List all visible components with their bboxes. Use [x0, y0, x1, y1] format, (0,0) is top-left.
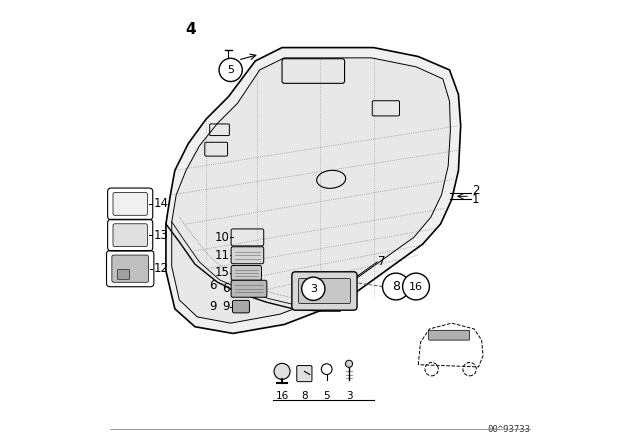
Text: 8: 8	[392, 280, 400, 293]
Circle shape	[274, 363, 290, 379]
FancyBboxPatch shape	[231, 280, 267, 297]
Circle shape	[301, 277, 325, 300]
Circle shape	[383, 273, 410, 300]
Text: 5: 5	[323, 391, 330, 401]
Text: 3: 3	[346, 391, 353, 401]
Text: 2: 2	[472, 184, 479, 197]
Text: 16: 16	[275, 391, 289, 401]
Text: 7: 7	[378, 255, 385, 268]
Text: 14: 14	[154, 198, 169, 211]
Circle shape	[346, 360, 353, 367]
Circle shape	[403, 273, 429, 300]
Text: 4: 4	[185, 22, 196, 37]
FancyBboxPatch shape	[232, 300, 250, 313]
Text: 5: 5	[227, 65, 234, 75]
FancyBboxPatch shape	[117, 270, 130, 280]
FancyBboxPatch shape	[113, 193, 147, 215]
FancyBboxPatch shape	[113, 224, 147, 246]
Text: 11: 11	[214, 249, 229, 262]
Text: 15: 15	[214, 267, 229, 280]
FancyBboxPatch shape	[231, 247, 264, 264]
Text: 6: 6	[222, 282, 229, 295]
Text: 13: 13	[154, 228, 169, 241]
Text: 6: 6	[209, 279, 216, 292]
FancyBboxPatch shape	[112, 255, 148, 282]
FancyBboxPatch shape	[231, 266, 262, 280]
Text: 9: 9	[222, 300, 229, 313]
FancyBboxPatch shape	[292, 272, 357, 310]
FancyBboxPatch shape	[297, 366, 312, 382]
FancyBboxPatch shape	[299, 279, 350, 303]
Polygon shape	[166, 47, 461, 333]
Text: 00^93733: 00^93733	[487, 425, 530, 434]
Text: 10: 10	[214, 231, 229, 244]
Text: 8: 8	[301, 391, 308, 401]
Text: 9: 9	[209, 300, 216, 313]
FancyBboxPatch shape	[429, 330, 470, 340]
Text: 3: 3	[310, 284, 317, 294]
Text: 12: 12	[154, 262, 169, 275]
Text: 1: 1	[472, 193, 479, 206]
Polygon shape	[172, 58, 451, 323]
Text: 16: 16	[409, 281, 423, 292]
Circle shape	[219, 58, 243, 82]
